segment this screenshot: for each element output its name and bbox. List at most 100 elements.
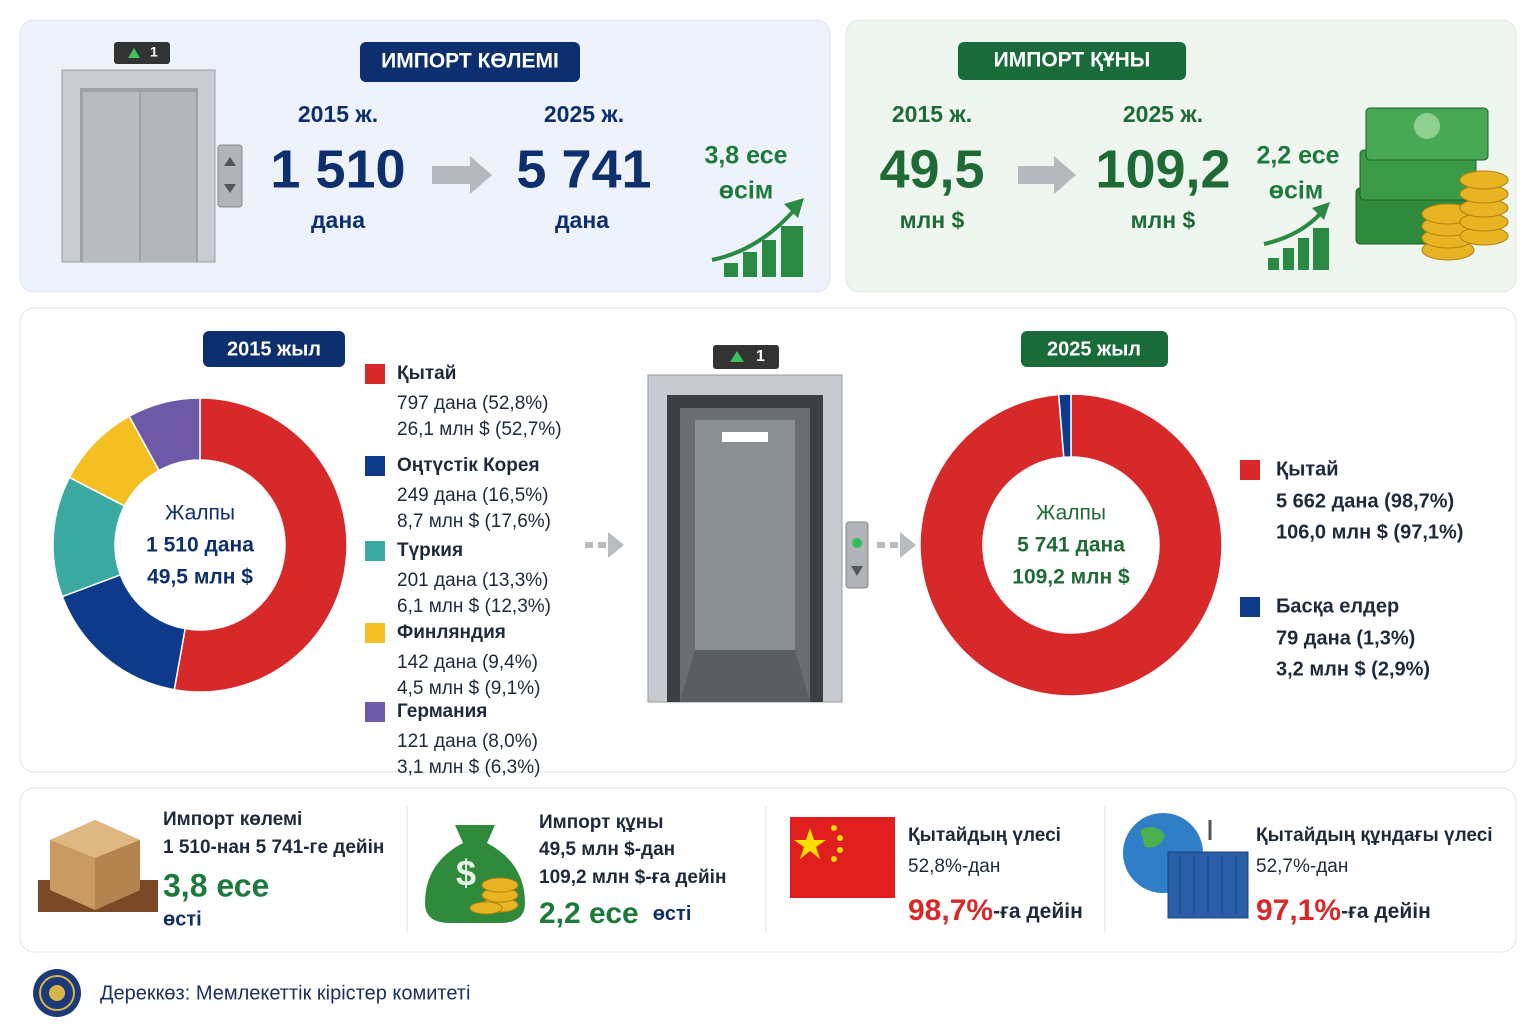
legend-swatch	[1240, 597, 1260, 617]
legend-label: Қытай	[397, 363, 456, 384]
elevator-icon: 1	[647, 345, 869, 703]
center-label: 5 741 дана	[1017, 534, 1125, 557]
legend-detail: 201 дана (13,3%)	[397, 570, 549, 591]
arrow	[432, 156, 492, 194]
summary-title: Қытайдың құндағы үлесі	[1256, 825, 1493, 846]
box-icon	[38, 820, 158, 912]
to-year: 2025 ж.	[1123, 101, 1203, 127]
summary-title: Қытайдың үлесі	[908, 825, 1061, 846]
legend-swatch	[1240, 460, 1260, 480]
legend-label: Қытай	[1276, 458, 1339, 480]
legend-detail: 797 дана (52,8%)	[397, 393, 549, 414]
svg-text:$: $	[456, 853, 476, 894]
chart-badge	[203, 331, 345, 367]
growth: 2,2 есе	[1256, 142, 1339, 170]
growth-icon	[1263, 202, 1330, 270]
volume-panel	[19, 19, 831, 293]
globe-container-icon	[1123, 813, 1249, 919]
summary-line: 1 510-нан 5 741-ге дейін	[163, 837, 384, 858]
summary-line: 52,7%-дан	[1256, 856, 1348, 877]
legend-swatch	[365, 364, 385, 384]
floor-number: 1	[756, 348, 765, 365]
growth-label: өсім	[719, 177, 774, 205]
legend-swatch	[365, 456, 385, 476]
floor-number: 1	[150, 44, 158, 60]
legend-swatch	[365, 702, 385, 722]
summary-suffix: өсті	[653, 903, 692, 925]
center-label: Жалпы	[1036, 502, 1106, 525]
donut-slice	[173, 397, 348, 693]
donut-slice	[128, 397, 201, 472]
chart-badge	[1021, 331, 1168, 367]
to-unit: млн $	[1131, 207, 1196, 233]
donut-slice	[919, 393, 1223, 697]
donut-slice	[1057, 393, 1072, 459]
legend-detail: 121 дана (8,0%)	[397, 731, 538, 752]
summary-highlight: 97,1%	[1256, 894, 1341, 927]
volume-badge	[360, 42, 580, 82]
legend-detail: 4,5 млн $ (9,1%)	[397, 678, 540, 699]
value-badge	[958, 42, 1186, 80]
volume-title: ИМПОРТ КӨЛЕМІ	[381, 50, 559, 73]
summary-suffix: -ға дейін	[993, 900, 1083, 923]
legend-detail: 5 662 дана (98,7%)	[1276, 490, 1454, 512]
legend-detail: 142 дана (9,4%)	[397, 652, 538, 673]
from-year: 2015 ж.	[892, 101, 972, 127]
to-year: 2025 ж.	[544, 101, 624, 127]
from-value: 49,5	[879, 139, 984, 199]
legend-label: Оңтүстік Корея	[397, 455, 540, 476]
from-value: 1 510	[270, 139, 405, 199]
elevator-icon: 1	[61, 42, 243, 263]
summary-text: 97,1%-ға дейін	[1256, 894, 1431, 927]
legend-swatch	[365, 541, 385, 561]
from-year: 2015 ж.	[298, 101, 378, 127]
chart-title: 2015 жыл	[227, 338, 321, 360]
legend-label: Финляндия	[397, 622, 506, 643]
summary-highlight: 98,7%	[908, 894, 993, 927]
value-title: ИМПОРТ ҚҰНЫ	[994, 49, 1151, 72]
legend-detail: 3,2 млн $ (2,9%)	[1276, 658, 1430, 680]
summary-title: Импорт көлемі	[163, 809, 302, 830]
summary-title: Импорт құны	[539, 812, 664, 833]
logo	[33, 969, 81, 1017]
legend-detail: 106,0 млн $ (97,1%)	[1276, 521, 1463, 543]
to-unit: дана	[555, 207, 609, 233]
legend-detail: 6,1 млн $ (12,3%)	[397, 596, 551, 617]
growth-icon	[711, 198, 804, 277]
value-panel	[845, 19, 1517, 293]
center-label: Жалпы	[165, 502, 235, 525]
flag-icon	[790, 817, 895, 898]
summary-text: 98,7%-ға дейін	[908, 894, 1083, 927]
legend-detail: 79 дана (1,3%)	[1276, 627, 1415, 649]
center-label: 49,5 млн $	[147, 566, 253, 589]
growth: 3,8 есе	[704, 142, 787, 170]
money-icon	[1355, 107, 1509, 261]
to-value: 5 741	[516, 139, 651, 199]
legend-label: Басқа елдер	[1276, 595, 1399, 617]
summary-suffix: өсті	[163, 908, 202, 930]
from-unit: млн $	[900, 207, 965, 233]
center-label: 109,2 млн $	[1012, 566, 1130, 589]
summary-line: 52,8%-дан	[908, 856, 1000, 877]
center-label: 1 510 дана	[146, 534, 254, 557]
to-value: 109,2	[1095, 139, 1230, 199]
money-bag-icon: $	[425, 825, 525, 923]
dashed-arrow	[585, 532, 916, 558]
legend-detail: 8,7 млн $ (17,6%)	[397, 511, 551, 532]
legend-swatch	[365, 623, 385, 643]
chart-title: 2025 жыл	[1047, 338, 1141, 360]
legend-detail: 26,1 млн $ (52,7%)	[397, 419, 562, 440]
summary-line: 49,5 млн $-дан	[539, 839, 675, 860]
legend-detail: 249 дана (16,5%)	[397, 485, 549, 506]
source: Дереккөз: Мемлекеттік кірістер комитеті	[100, 982, 470, 1004]
summary-highlight: 2,2 есе	[539, 897, 639, 930]
summary-text: 2,2 есе өсті	[539, 897, 691, 930]
legend-label: Германия	[397, 701, 487, 722]
summary-highlight: 3,8 есе	[163, 867, 269, 903]
growth-label: өсім	[1269, 177, 1324, 205]
legend-label: Түркия	[397, 540, 463, 561]
summary-line: 109,2 млн $-ға дейін	[539, 867, 726, 888]
summary-suffix: -ға дейін	[1341, 900, 1431, 923]
from-unit: дана	[311, 207, 365, 233]
